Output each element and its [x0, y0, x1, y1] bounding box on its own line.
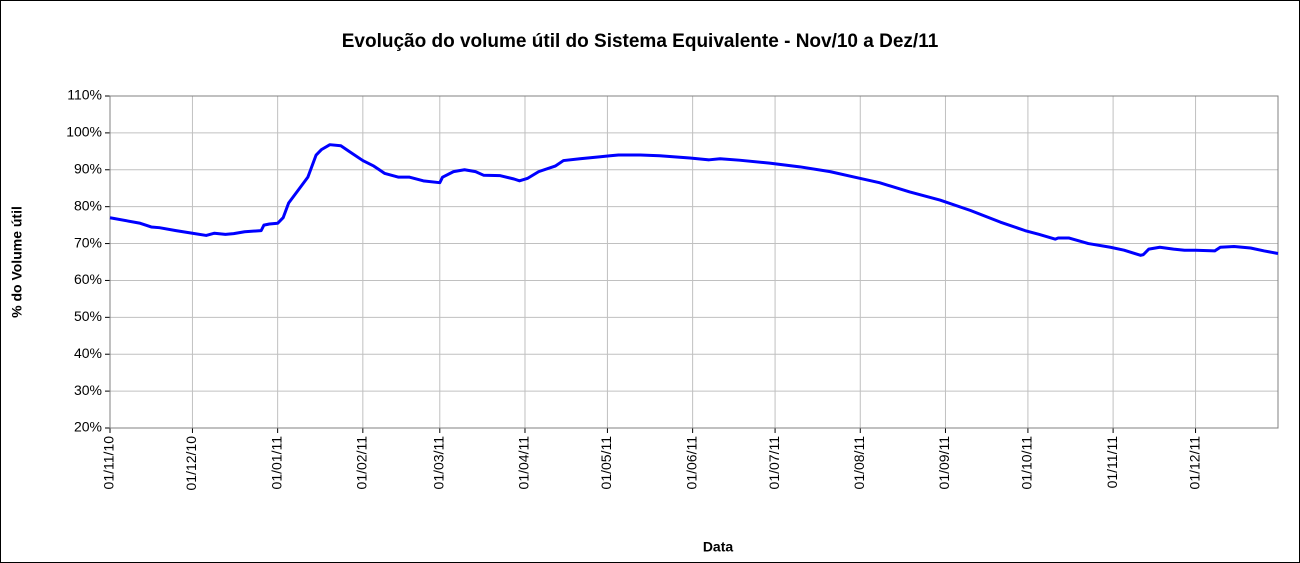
line [109, 143, 1279, 257]
x-tick-label: 01/02/11 [354, 436, 370, 490]
x-tick-label: 01/03/11 [430, 436, 446, 490]
x-tick-label: 01/09/11 [936, 436, 952, 490]
x-tick-label: 01/12/10 [183, 436, 199, 491]
chart-title: Evolução do volume útil do Sistema Equiv… [342, 31, 939, 52]
y-tick-label: 20% [74, 419, 102, 435]
x-tick-label: 01/11/10 [101, 436, 117, 490]
x-tick-label: 01/11/11 [1104, 436, 1120, 489]
y-tick-label: 110% [67, 87, 102, 103]
x-tick-label: 01/12/11 [1186, 436, 1202, 490]
x-tick-label: 01/07/11 [766, 436, 782, 490]
y-tick-label: 100% [66, 124, 102, 140]
x-tick-label: 01/06/11 [683, 436, 699, 490]
x-tick-label: 01/05/11 [598, 436, 614, 490]
x-tick-label: 01/01/11 [268, 436, 284, 490]
y-axis-label: % do Volume útil [9, 206, 25, 318]
y-tick-label: 30% [74, 382, 102, 398]
x-tick-label: 01/04/11 [516, 436, 532, 490]
y-tick-label: 90% [74, 160, 102, 176]
x-tick-label: 01/10/11 [1019, 436, 1035, 490]
y-tick-label: 50% [74, 308, 102, 324]
y-tick-label: 40% [74, 345, 102, 361]
x-axis-label: Data [703, 539, 734, 555]
y-tick-label: 60% [74, 271, 102, 287]
y-tick-label: 80% [74, 197, 102, 213]
y-tick-label: 70% [74, 234, 102, 250]
plot-area [109, 95, 1279, 429]
x-tick-label: 01/08/11 [851, 436, 867, 490]
